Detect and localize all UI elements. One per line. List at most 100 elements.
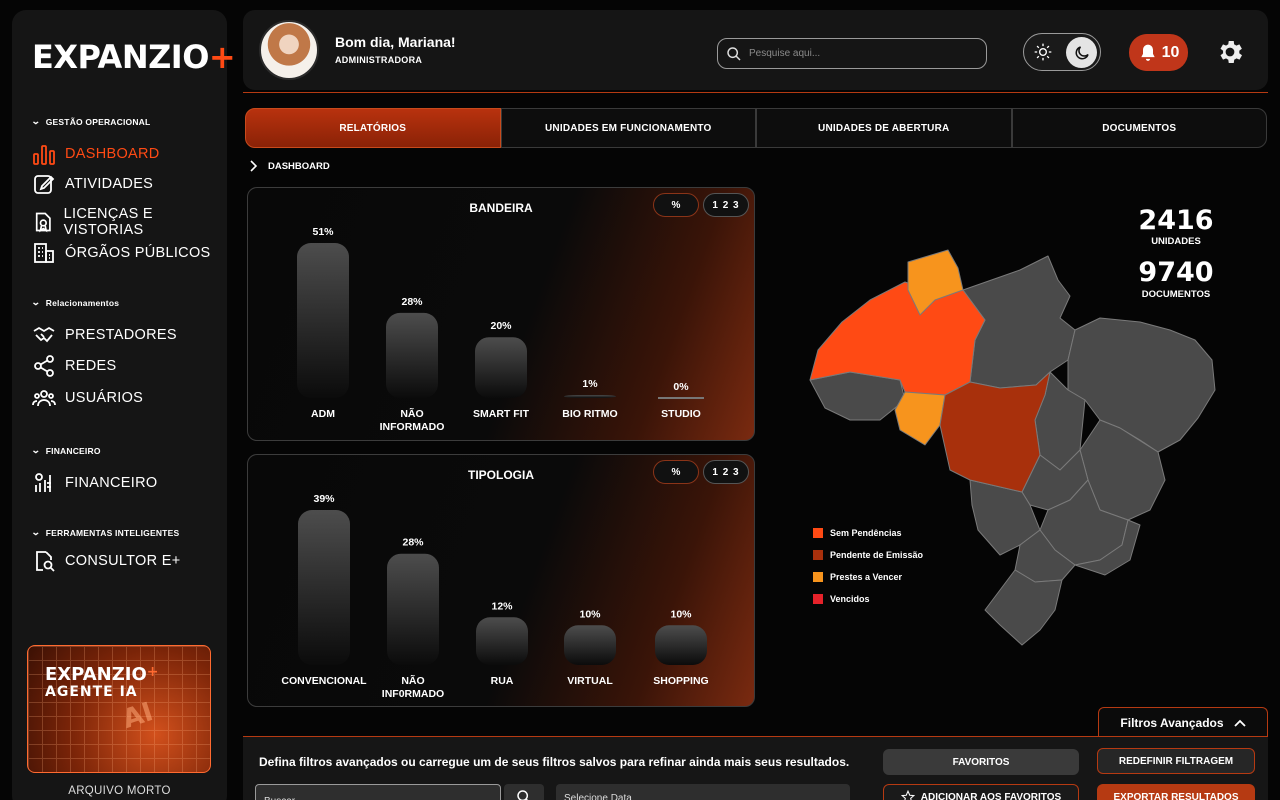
users-icon bbox=[32, 390, 56, 407]
notifications-count: 10 bbox=[1161, 43, 1180, 61]
percent-mode-button[interactable]: % bbox=[653, 193, 699, 217]
stat-unidades-label: UNIDADES bbox=[1151, 236, 1201, 247]
legend-item[interactable]: Pendente de Emissão bbox=[813, 544, 923, 566]
user-role: ADMINISTRADORA bbox=[335, 55, 423, 65]
tab-documentos[interactable]: DOCUMENTOS bbox=[1011, 108, 1267, 148]
data-label: 39% bbox=[313, 493, 335, 505]
advanced-filters-label: Filtros Avançados bbox=[1120, 715, 1224, 730]
legend-swatch bbox=[813, 550, 823, 560]
moon-icon[interactable] bbox=[1066, 37, 1097, 68]
finance-icon bbox=[35, 473, 51, 492]
sidebar: EXPANZIO+ ⌄ GESTÃO OPERACIONAL DASHBOARD … bbox=[12, 10, 236, 800]
archive-link[interactable]: ARQUIVO MORTO bbox=[68, 785, 171, 797]
section-relacionamentos[interactable]: ⌄ Relacionamentos bbox=[30, 297, 120, 308]
map-state-rondonia[interactable] bbox=[894, 391, 946, 446]
consultant-icon bbox=[36, 551, 55, 572]
category-label: STUDIO bbox=[661, 408, 701, 420]
filter-search-button[interactable] bbox=[504, 784, 544, 800]
building-icon bbox=[34, 243, 54, 263]
sidebar-item-label: CONSULTOR E+ bbox=[65, 553, 181, 569]
ai-agent-card[interactable]: EXPANZIO+ AGENTE IA AI bbox=[27, 645, 211, 773]
category-label: SHOPPING bbox=[653, 675, 708, 687]
legend-label: Vencidos bbox=[830, 594, 870, 604]
license-icon bbox=[35, 212, 51, 233]
legend-swatch bbox=[813, 528, 823, 538]
data-label: 10% bbox=[579, 608, 601, 620]
legend-item[interactable]: Sem Pendências bbox=[813, 522, 923, 544]
data-label: 51% bbox=[312, 226, 334, 238]
data-label: 20% bbox=[490, 320, 512, 332]
data-label: 1% bbox=[582, 378, 598, 390]
breadcrumb[interactable]: DASHBOARD bbox=[250, 160, 330, 172]
map-state-nordeste[interactable] bbox=[1067, 317, 1216, 453]
bar bbox=[297, 243, 349, 398]
bell-icon bbox=[1140, 44, 1155, 61]
sidebar-item-usuarios[interactable]: USUÁRIOS bbox=[32, 386, 143, 410]
sun-icon[interactable] bbox=[1033, 42, 1053, 62]
category-label: ADM bbox=[311, 408, 335, 420]
sidebar-item-redes[interactable]: REDES bbox=[32, 354, 116, 378]
stat-documentos-label: DOCUMENTOS bbox=[1141, 289, 1211, 300]
legend-item[interactable]: Prestes a Vencer bbox=[813, 566, 923, 588]
search-icon bbox=[727, 46, 741, 61]
tab-unidades-funcionamento[interactable]: UNIDADES EM FUNCIONAMENTO bbox=[500, 108, 756, 148]
add-to-favorites-button[interactable]: ADICIONAR AOS FAVORITOS bbox=[883, 784, 1079, 800]
section-financeiro[interactable]: ⌄ FINANCEIRO bbox=[30, 445, 101, 456]
bar bbox=[564, 625, 616, 665]
tab-unidades-abertura[interactable]: UNIDADES DE ABERTURA bbox=[756, 108, 1012, 148]
add-to-favorites-label: ADICIONAR AOS FAVORITOS bbox=[920, 791, 1062, 800]
reset-filters-button[interactable]: REDEFINIR FILTRAGEM bbox=[1097, 748, 1255, 774]
chevron-down-icon: ⌄ bbox=[30, 297, 41, 307]
chevron-up-icon bbox=[1233, 719, 1246, 727]
agent-card-subtitle: AGENTE IA bbox=[45, 684, 138, 700]
category-label: INF0RMADO bbox=[382, 688, 444, 700]
theme-toggle[interactable] bbox=[1023, 33, 1101, 71]
date-select[interactable]: Selecione Data bbox=[556, 784, 850, 800]
chart-title: BANDEIRA bbox=[469, 201, 533, 215]
edit-icon bbox=[34, 175, 55, 194]
advanced-filters-toggle[interactable]: Filtros Avançados bbox=[1098, 707, 1268, 737]
favorites-button[interactable]: FAVORITOS bbox=[883, 749, 1079, 775]
legend-label: Sem Pendências bbox=[830, 528, 902, 538]
tab-relatorios[interactable]: RELATÓRIOS bbox=[245, 108, 501, 148]
sidebar-item-atividades[interactable]: ATIVIDADES bbox=[32, 172, 153, 196]
sidebar-item-consultor[interactable]: CONSULTOR E+ bbox=[32, 549, 180, 573]
sidebar-item-dashboard[interactable]: DASHBOARD bbox=[32, 142, 160, 166]
data-label: 28% bbox=[401, 296, 423, 308]
search-input[interactable] bbox=[749, 48, 969, 59]
sidebar-item-prestadores[interactable]: PRESTADORES bbox=[32, 323, 177, 347]
sidebar-item-licencas[interactable]: LICENÇAS E VISTORIAS bbox=[32, 206, 227, 238]
app-logo[interactable]: EXPANZIO+ bbox=[32, 38, 236, 76]
chevron-right-icon bbox=[250, 160, 258, 172]
numeric-mode-button[interactable]: 1 2 3 bbox=[703, 193, 749, 217]
section-ferramentas[interactable]: ⌄ FERRAMENTAS INTELIGENTES bbox=[30, 527, 180, 538]
legend-item[interactable]: Vencidos bbox=[813, 588, 923, 610]
chevron-down-icon: ⌄ bbox=[30, 527, 41, 537]
section-gestao-operacional[interactable]: ⌄ GESTÃO OPERACIONAL bbox=[30, 116, 151, 127]
export-results-button[interactable]: EXPORTAR RESULTADOS bbox=[1097, 784, 1255, 800]
bar bbox=[655, 625, 707, 665]
bar-chart-icon bbox=[33, 145, 55, 165]
notifications-button[interactable]: 10 bbox=[1129, 34, 1188, 71]
category-label: NÃO bbox=[401, 674, 424, 687]
numeric-mode-button[interactable]: 1 2 3 bbox=[703, 460, 749, 484]
brazil-map bbox=[809, 249, 1216, 646]
map-state-sul[interactable] bbox=[984, 569, 1063, 646]
legend-swatch bbox=[813, 594, 823, 604]
sidebar-item-orgaos[interactable]: ÓRGÃOS PÚBLICOS bbox=[32, 241, 211, 265]
filter-search-input[interactable]: Buscar bbox=[255, 784, 501, 800]
chart-card-bandeira: BANDEIRA % 1 2 3 51% ADM 28% NÃO INFORMADO 20… bbox=[247, 187, 755, 441]
gear-icon[interactable] bbox=[1215, 37, 1245, 67]
search-box[interactable] bbox=[717, 38, 987, 69]
map-state-roraima[interactable] bbox=[907, 249, 964, 316]
sidebar-item-financeiro[interactable]: FINANCEIRO bbox=[32, 471, 157, 495]
percent-mode-button[interactable]: % bbox=[653, 460, 699, 484]
map-state-rj-es[interactable] bbox=[1074, 519, 1141, 576]
map-state-mato-grosso[interactable] bbox=[939, 371, 1051, 493]
map-state-rondonia-sw[interactable] bbox=[809, 371, 906, 421]
handshake-icon bbox=[33, 326, 55, 343]
share-icon bbox=[34, 355, 54, 377]
category-label: NÃO bbox=[400, 407, 423, 420]
chart-mode-toggle: % 1 2 3 bbox=[653, 460, 749, 484]
avatar[interactable] bbox=[259, 20, 319, 80]
